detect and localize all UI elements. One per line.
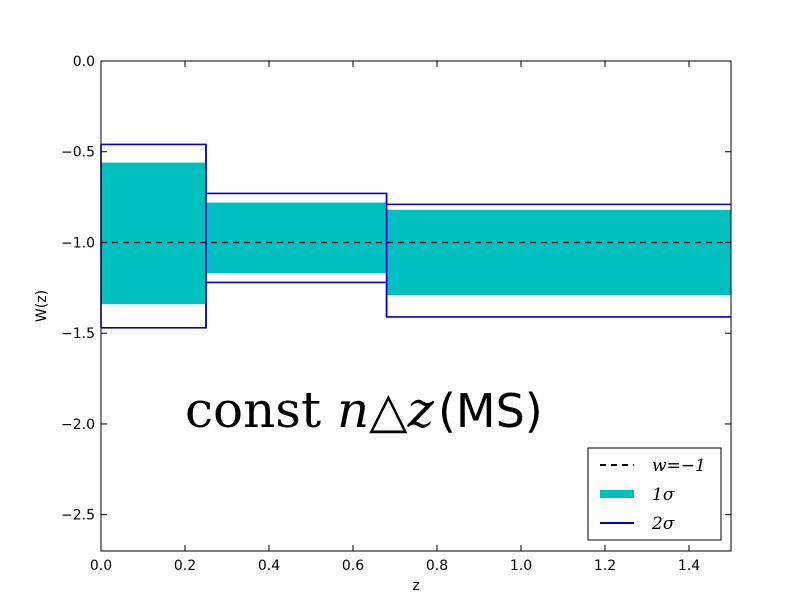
annotation-label: (MS)	[438, 384, 543, 438]
x-tick-label: 0.4	[258, 558, 280, 574]
y-tick-label: −2.5	[61, 508, 95, 524]
sigma1-band-bin-2	[206, 202, 387, 274]
legend: w=−1 1σ 2σ	[587, 447, 722, 541]
x-axis: 0.0 0.2 0.4 0.6 0.8 1.0 1.2 1.4	[90, 61, 700, 574]
x-tick-label: 0.6	[342, 558, 364, 574]
legend-label-1: w=−1	[652, 456, 706, 476]
plot-frame	[100, 60, 732, 552]
x-tick-label: 1.4	[678, 558, 700, 574]
x-tick-label: 0.0	[90, 558, 112, 574]
plot-area	[100, 143, 731, 329]
annotation-math-italic: n△z	[337, 381, 435, 439]
y-tick-label: 0.0	[73, 54, 95, 70]
y-tick-label: −1.0	[61, 235, 95, 251]
x-tick-label: 1.2	[594, 558, 616, 574]
y-axis-label: W(z)	[34, 290, 50, 322]
x-tick-label: 0.2	[174, 558, 196, 574]
x-tick-label: 1.0	[510, 558, 532, 574]
sigma2-lower-outline	[101, 281, 731, 329]
plot-annotation: const n△z (MS)	[185, 381, 543, 439]
x-axis-label: z	[412, 578, 419, 594]
sigma2-upper-outline	[101, 143, 731, 206]
x-tick-label: 0.8	[426, 558, 448, 574]
sigma1-band-bin-1	[101, 162, 206, 305]
annotation-math: const	[185, 381, 337, 439]
y-tick-label: −0.5	[61, 145, 95, 161]
legend-label-3: 2σ	[651, 514, 675, 534]
y-tick-label: −2.0	[61, 417, 95, 433]
legend-label-2: 1σ	[652, 485, 675, 505]
y-tick-label: −1.5	[61, 326, 95, 342]
sigma1-bands	[101, 162, 731, 305]
sigma1-band-bin-3	[386, 209, 731, 296]
y-axis: 0.0 −0.5 −1.0 −1.5 −2.0 −2.5	[61, 54, 731, 524]
